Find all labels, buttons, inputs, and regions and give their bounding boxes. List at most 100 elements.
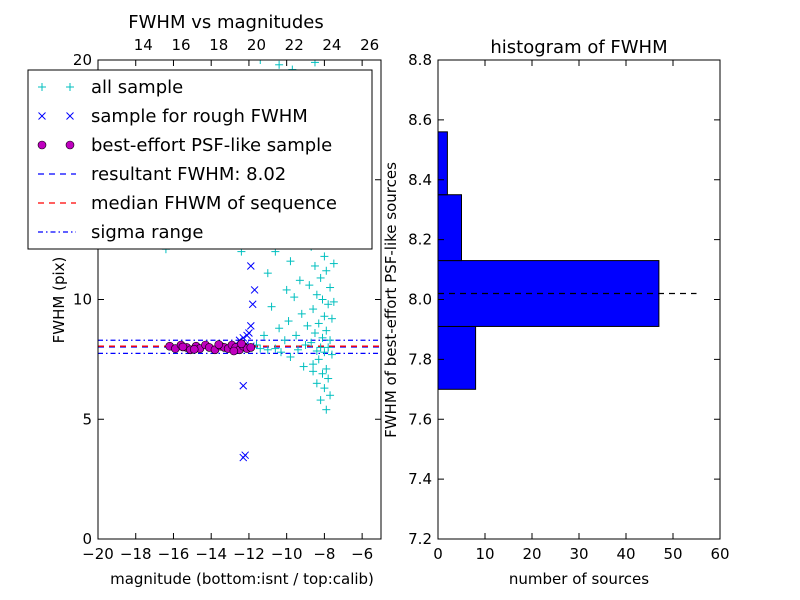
histogram-bar xyxy=(438,194,462,262)
x-tick-label: −16 xyxy=(158,545,190,563)
top-tick-label: 22 xyxy=(285,36,304,54)
fwhm-vs-magnitude-chart: FWHM vs magnitudes −20 −18 −16 −14 −12 −10 −8−… xyxy=(27,12,382,588)
all-sample-point xyxy=(260,331,269,340)
psf-like-sample-point xyxy=(189,345,199,354)
top-tick-label: 24 xyxy=(322,36,341,54)
all-sample-point xyxy=(299,362,308,371)
all-sample-point xyxy=(310,60,319,67)
x-tick-label: 10 xyxy=(475,545,494,563)
legend-label: sigma range xyxy=(91,222,203,243)
legend-label: best-effort PSF-like sample xyxy=(91,135,332,156)
all-sample-point xyxy=(322,405,331,414)
y-tick-label: 8.6 xyxy=(408,111,432,129)
top-tick-label: 20 xyxy=(247,36,266,54)
all-sample-point xyxy=(324,343,333,352)
x-tick-label: −8 xyxy=(313,545,335,563)
all-sample-point xyxy=(326,391,335,400)
legend-marker xyxy=(38,112,46,120)
top-tick-label: 14 xyxy=(134,36,153,54)
psf-like-sample-point xyxy=(246,343,256,352)
all-sample-point xyxy=(309,367,318,376)
psf-like-sample-point xyxy=(229,346,239,356)
all-sample-point xyxy=(310,329,319,338)
all-sample-point xyxy=(267,302,276,311)
x-tick-label: 0 xyxy=(433,545,443,563)
right-chart-title: histogram of FWHM xyxy=(490,37,667,58)
y-tick-label: 7.2 xyxy=(408,530,432,548)
legend-entry: all sample xyxy=(38,77,183,98)
y-tick-label: 7.8 xyxy=(408,350,432,368)
all-sample-point xyxy=(297,309,306,318)
legend-marker xyxy=(66,112,74,120)
legend-label: resultant FWHM: 8.02 xyxy=(91,164,286,185)
legend-entry: sigma range xyxy=(38,222,203,243)
fwhm-histogram-chart: histogram of FWHM 0 10 20 30 40 50 60 7.2 7.4 7.… xyxy=(382,37,730,588)
all-sample-point xyxy=(309,360,318,369)
histogram-bar xyxy=(438,325,477,390)
all-sample-point xyxy=(326,336,335,345)
top-tick-label: 18 xyxy=(209,36,228,54)
legend-entry: sample for rough FWHM xyxy=(38,106,308,127)
all-sample-point xyxy=(293,345,302,354)
all-sample-point xyxy=(310,261,319,270)
y-tick-label: 8.8 xyxy=(408,51,432,69)
legend-entry: median FHWM of sequence xyxy=(38,193,337,214)
x-tick-label: −14 xyxy=(195,545,227,563)
rough-fwhm-sample-point xyxy=(246,262,255,270)
all-sample-point xyxy=(327,350,336,359)
all-sample-point xyxy=(256,344,265,353)
legend-label: all sample xyxy=(91,77,183,98)
legend-label: median FHWM of sequence xyxy=(91,193,337,214)
all-sample-point xyxy=(314,319,323,328)
rough-fwhm-sample-point xyxy=(246,321,255,330)
legend-box xyxy=(27,69,373,250)
all-sample-point xyxy=(275,60,284,69)
y-tick-label: 7.4 xyxy=(408,470,432,488)
top-tick-label: 26 xyxy=(360,36,379,54)
all-sample-point xyxy=(324,374,333,383)
all-sample-point xyxy=(286,352,295,361)
all-sample-point xyxy=(324,300,333,309)
legend-entry: best-effort PSF-like sample xyxy=(37,135,332,156)
x-tick-label: 50 xyxy=(663,545,682,563)
all-sample-point xyxy=(329,259,338,268)
y-tick-label: 5 xyxy=(82,410,92,428)
right-x-axis-label: number of sources xyxy=(509,570,649,588)
all-sample-point xyxy=(322,326,331,335)
top-tick-label: 16 xyxy=(171,36,190,54)
all-sample-point xyxy=(305,281,314,290)
all-sample-point xyxy=(292,331,301,340)
all-sample-point xyxy=(280,336,289,345)
all-sample-point xyxy=(312,290,321,299)
all-sample-point xyxy=(290,293,299,302)
rough-fwhm-sample-point xyxy=(239,381,248,390)
all-sample-point xyxy=(327,314,336,323)
histogram-bar xyxy=(438,131,448,196)
y-tick-label: 8.2 xyxy=(408,231,432,249)
all-sample-point xyxy=(286,257,295,266)
left-y-axis-label: FWHM (pix) xyxy=(50,257,68,344)
y-tick-label: 8.4 xyxy=(408,171,432,189)
x-tick-label: 20 xyxy=(522,545,541,563)
all-sample-point xyxy=(318,333,327,342)
x-tick-label: 40 xyxy=(616,545,635,563)
legend-entry: resultant FWHM: 8.02 xyxy=(38,164,286,185)
all-sample-point xyxy=(284,317,293,326)
all-sample-point xyxy=(318,295,327,304)
all-sample-point xyxy=(256,60,265,64)
all-sample-point xyxy=(312,346,321,355)
all-sample-point xyxy=(277,348,286,357)
right-y-axis-label: FWHM of best-effort PSF-like sources xyxy=(382,162,400,438)
all-sample-point xyxy=(307,338,316,347)
all-sample-point xyxy=(263,269,272,278)
all-sample-point xyxy=(316,273,325,282)
all-sample-point xyxy=(263,345,272,354)
all-sample-point xyxy=(275,324,284,333)
y-tick-label: 10 xyxy=(73,291,92,309)
x-tick-label: −10 xyxy=(271,545,303,563)
psf-like-sample-point xyxy=(237,339,246,349)
x-tick-label: 30 xyxy=(569,545,588,563)
all-sample-point xyxy=(329,297,338,306)
psf-like-sample-point xyxy=(178,342,188,352)
